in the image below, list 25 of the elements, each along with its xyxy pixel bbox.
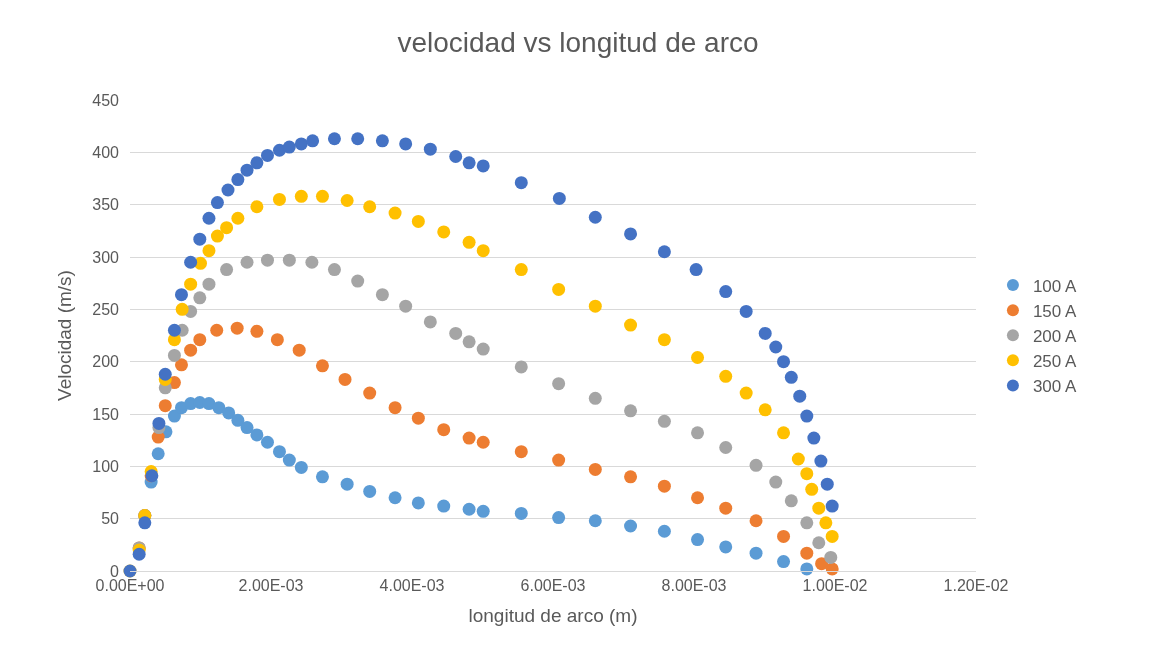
- legend-label: 200 A: [1032, 326, 1078, 346]
- legend-label: 300 A: [1032, 377, 1078, 397]
- legend-label: 250 A: [1032, 351, 1078, 371]
- y-tick-label: 400: [92, 143, 120, 161]
- y-tick-label: 450: [92, 91, 120, 109]
- y-tick-label: 200: [92, 353, 120, 371]
- y-tick-label: 50: [101, 510, 120, 528]
- y-tick-label: 300: [92, 248, 120, 266]
- y-tick-label: 0: [110, 562, 120, 580]
- x-tick-label: 6.00E-03: [520, 577, 586, 595]
- x-tick-label: 4.00E-03: [379, 577, 445, 595]
- x-tick-label: 8.00E-03: [661, 577, 727, 595]
- x-tick-label: 0.00E+00: [95, 577, 165, 595]
- x-axis-title: longitud de arco (m): [468, 605, 638, 626]
- y-tick-label: 150: [92, 405, 120, 423]
- y-axis-title: Velocidad (m/s): [54, 270, 76, 401]
- legend-label: 100 A: [1032, 276, 1078, 296]
- y-tick-label: 250: [92, 300, 120, 318]
- x-tick-label: 1.20E-02: [943, 577, 1009, 595]
- y-tick-label: 100: [92, 457, 120, 475]
- x-tick-label: 2.00E-03: [238, 577, 304, 595]
- legend-label: 150 A: [1032, 301, 1078, 321]
- y-tick-label: 350: [92, 196, 120, 214]
- chart-title: velocidad vs longitud de arco: [397, 27, 759, 59]
- x-tick-label: 1.00E-02: [802, 577, 868, 595]
